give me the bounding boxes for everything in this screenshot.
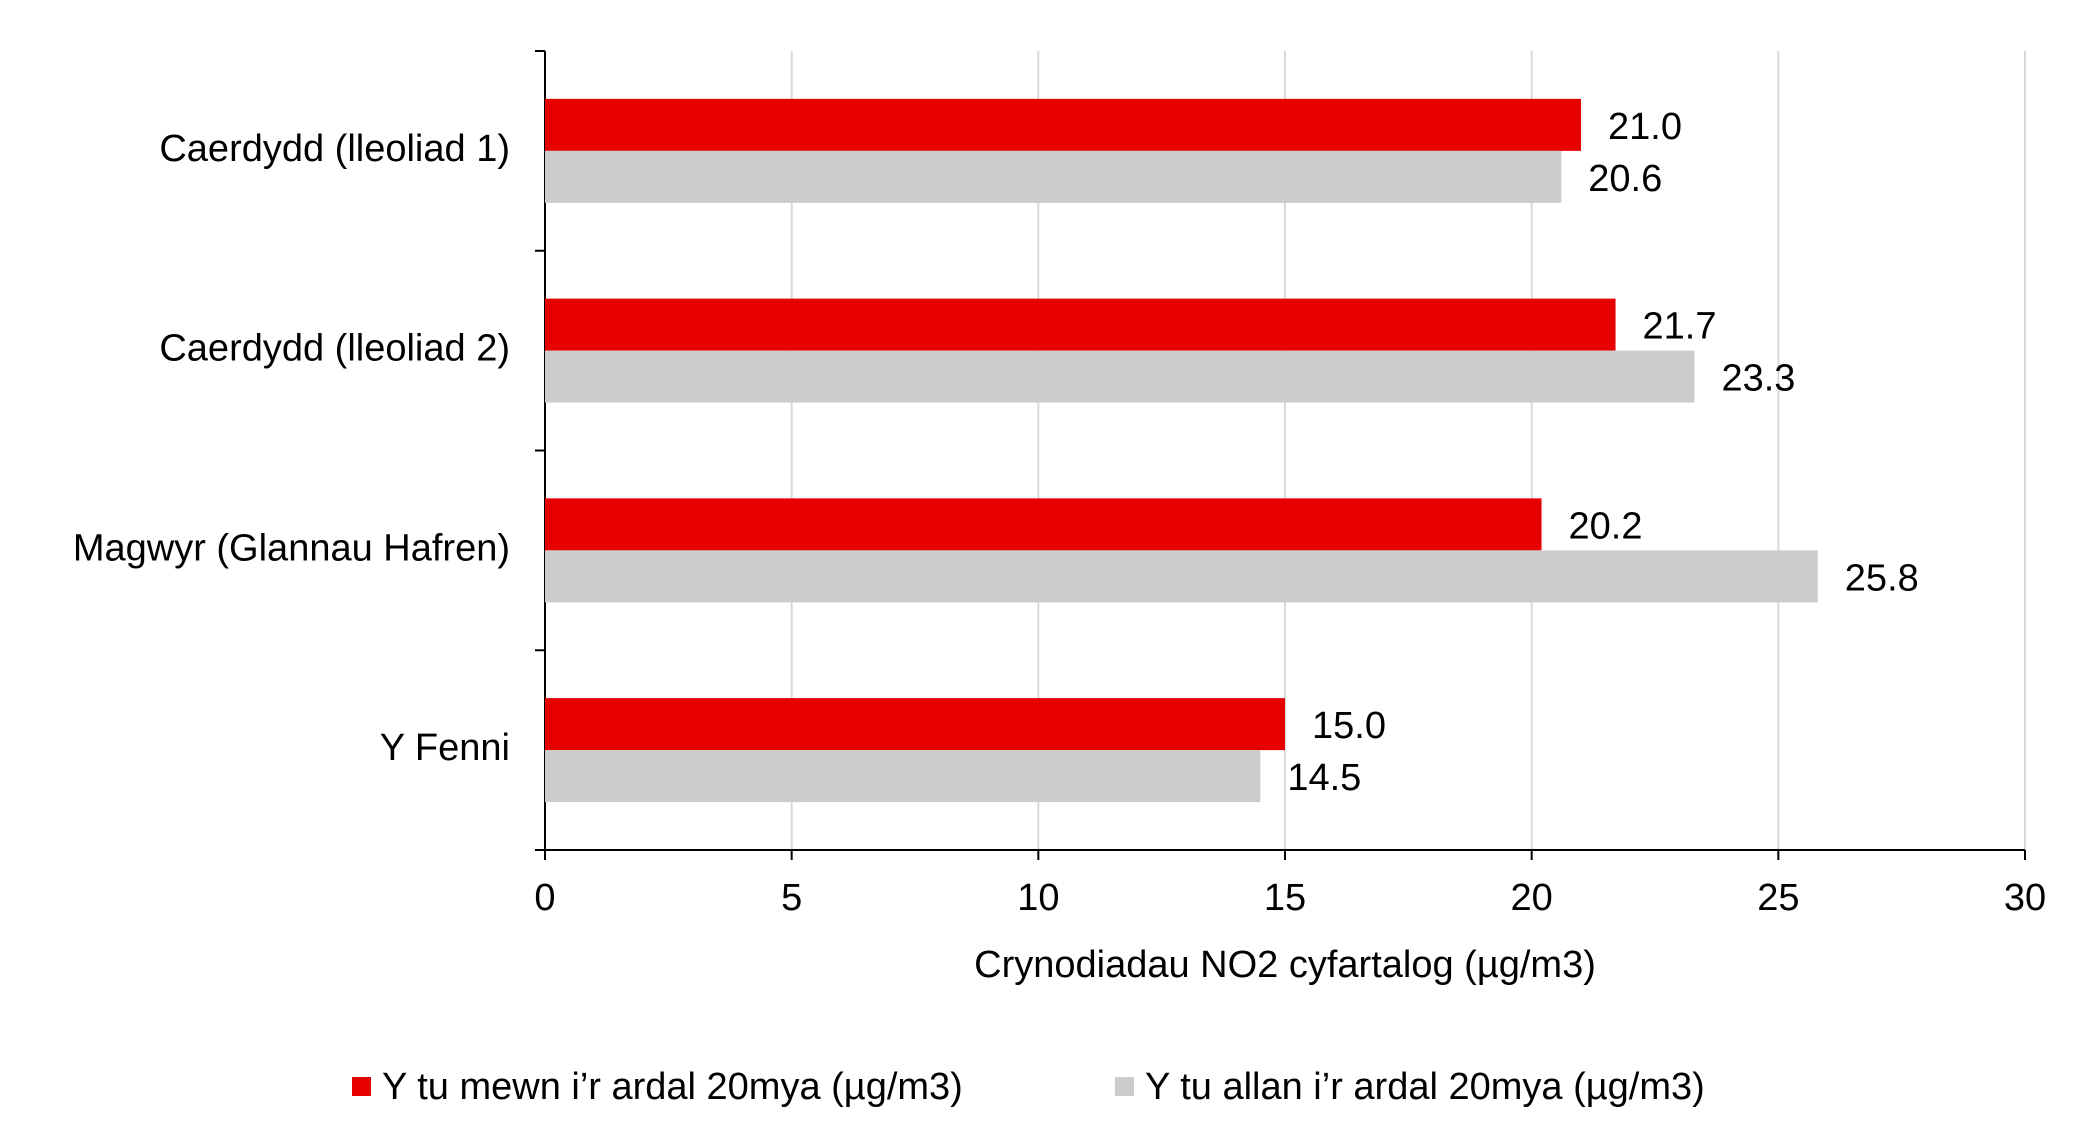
y-tick-label: Caerdydd (lleoliad 1) — [159, 128, 510, 170]
value-label: 25.8 — [1845, 557, 1919, 599]
legend-label: Y tu mewn i’r ardal 20mya (µg/m3) — [382, 1066, 963, 1108]
x-tick-label: 30 — [2004, 877, 2046, 919]
bar — [545, 98, 1581, 151]
bar — [545, 150, 1562, 203]
y-tick-label: Caerdydd (lleoliad 2) — [159, 328, 510, 370]
value-label: 21.7 — [1643, 306, 1717, 348]
legend-swatch — [352, 1077, 371, 1096]
bar — [545, 298, 1616, 351]
bar — [545, 350, 1695, 403]
bar — [545, 550, 1818, 603]
bar — [545, 750, 1261, 803]
legend-swatch — [1115, 1077, 1134, 1096]
x-tick-label: 15 — [1264, 877, 1306, 919]
value-label: 20.2 — [1569, 505, 1643, 547]
x-tick-label: 25 — [1757, 877, 1799, 919]
value-label: 23.3 — [1721, 358, 1795, 400]
value-label: 21.0 — [1608, 106, 1682, 148]
x-tick-label: 10 — [1017, 877, 1059, 919]
bar — [545, 698, 1285, 751]
bar — [545, 498, 1542, 551]
y-tick-label: Magwyr (Glannau Hafren) — [73, 527, 510, 569]
x-tick-label: 5 — [781, 877, 802, 919]
x-tick-label: 20 — [1511, 877, 1553, 919]
value-label: 14.5 — [1287, 757, 1361, 799]
legend-label: Y tu allan i’r ardal 20mya (µg/m3) — [1145, 1066, 1705, 1108]
x-tick-label: 0 — [534, 877, 555, 919]
x-axis-title: Crynodiadau NO2 cyfartalog (µg/m3) — [974, 944, 1596, 986]
value-label: 15.0 — [1312, 705, 1386, 747]
value-label: 20.6 — [1588, 158, 1662, 200]
y-tick-label: Y Fenni — [380, 727, 510, 769]
